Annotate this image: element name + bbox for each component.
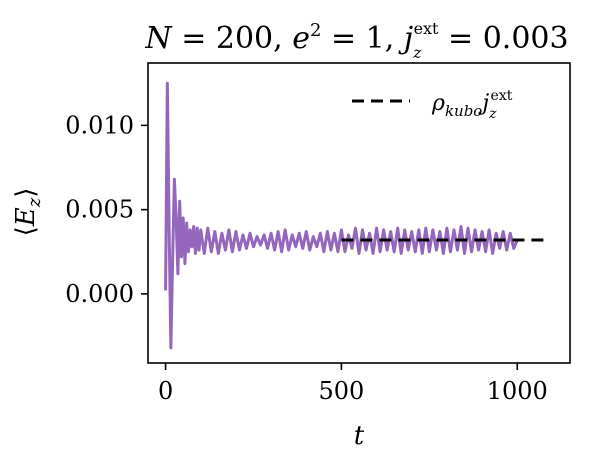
title-n: N: [144, 21, 173, 56]
legend-label: ρkubojzext: [431, 88, 513, 122]
axes-ticks: 0 500 1000 0.000 0.005 0.010: [65, 111, 548, 405]
legend: ρkubojzext: [352, 88, 513, 122]
plot-frame: [147, 62, 571, 364]
y-tick-label: 0.010: [65, 111, 134, 139]
chart-title: N = 200, e2 = 1, jzext = 0.003: [144, 19, 568, 62]
y-tick-label: 0.005: [65, 196, 134, 224]
y-tick-label: 0.000: [65, 280, 134, 308]
ez-series-line: [164, 81, 519, 350]
x-tick-label: 1000: [487, 377, 548, 405]
y-axis-label: ⟨Ez⟩: [11, 188, 45, 237]
x-tick-label: 500: [319, 377, 365, 405]
x-tick-label: 0: [158, 377, 173, 405]
x-axis-label: t: [354, 421, 365, 451]
series-group: [164, 81, 546, 350]
